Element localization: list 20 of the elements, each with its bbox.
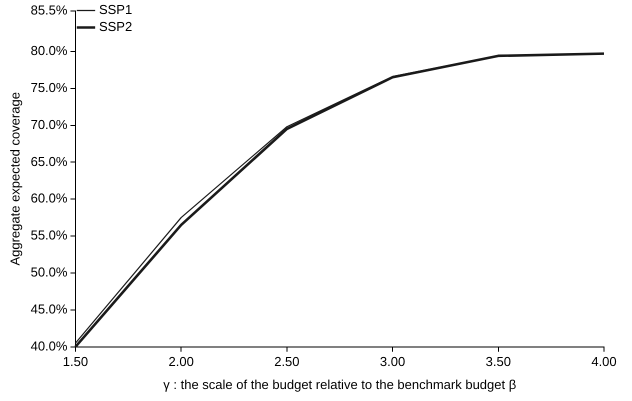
y-tick-label: 55.0% [30, 228, 68, 243]
y-tick-label: 70.0% [30, 116, 68, 132]
y-tick-label: 80.0% [30, 42, 68, 58]
y-tick-label: 50.0% [30, 264, 68, 280]
legend-label: SSP2 [98, 19, 132, 34]
x-tick-label: 4.00 [591, 354, 617, 370]
y-axis-title: Aggregate expected coverage [7, 92, 22, 266]
y-tick-label: 85.5% [30, 2, 68, 18]
x-tick-label: 1.50 [62, 354, 88, 370]
x-tick-label: 3.00 [380, 354, 406, 370]
y-tick-label: 45.0% [30, 301, 68, 316]
x-tick-label: 2.00 [168, 354, 194, 370]
x-tick-label: 2.50 [274, 354, 300, 370]
x-axis-title: γ : the scale of the budget relative to the benchmark budget β [163, 376, 516, 392]
y-tick-label: 75.0% [30, 80, 68, 95]
y-tick-label: 60.0% [30, 190, 68, 206]
legend-label: SSP1 [98, 2, 132, 18]
x-tick-label: 3.50 [486, 354, 511, 370]
y-tick-label: 65.0% [30, 154, 68, 169]
y-tick-label: 40.0% [30, 338, 68, 354]
